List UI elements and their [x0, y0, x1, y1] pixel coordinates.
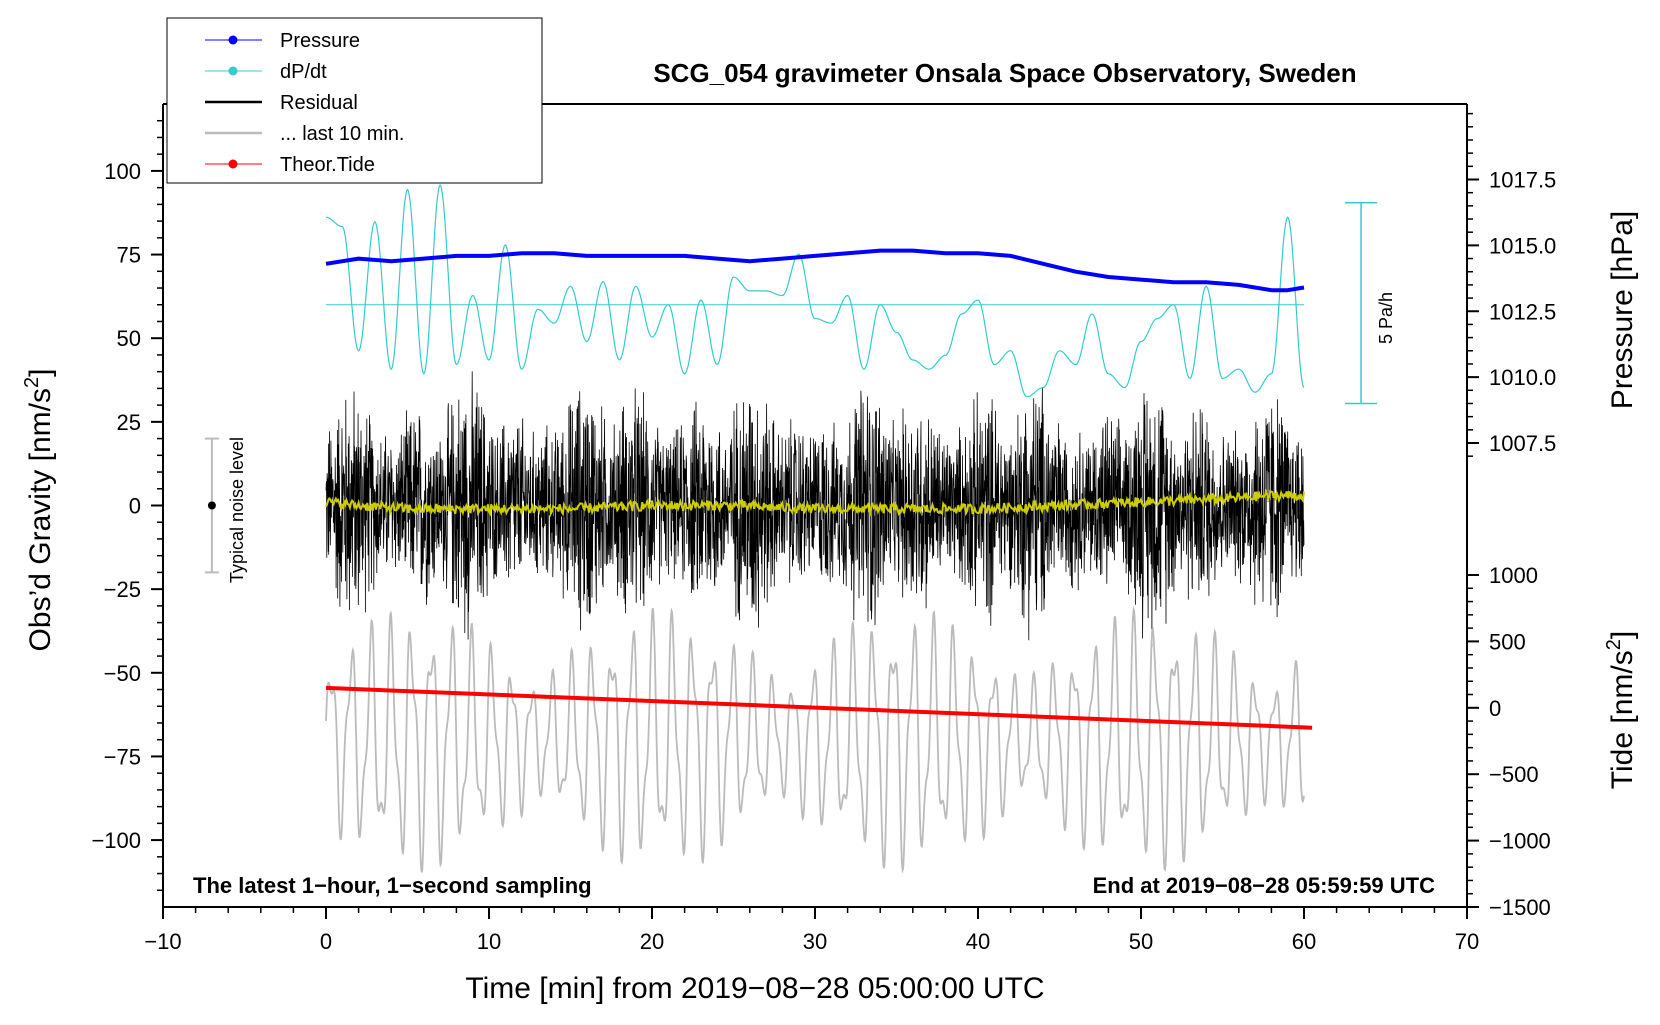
x-tick-label: 70: [1455, 929, 1479, 954]
legend-label: dP/dt: [280, 61, 327, 83]
legend-box: [166, 17, 543, 184]
y-axis-title-tide: Tide [nm/s2]: [1603, 631, 1639, 789]
y-tick-label-left: 75: [117, 243, 141, 268]
y-tick-label-tide: 1000: [1489, 563, 1538, 588]
y-axis-title-tide-sup: 2: [1603, 639, 1625, 650]
noise-bar-center-dot: [207, 501, 216, 510]
y-axis-title-left: Obs’d Gravity [nm/s2]: [21, 369, 57, 652]
y-tick-label-left: −50: [104, 661, 141, 686]
y-tick-label-left: 0: [129, 494, 141, 519]
y-tick-label-pressure: 1015.0: [1489, 233, 1556, 258]
legend-label: Residual: [280, 92, 358, 114]
plot-area: [325, 184, 1313, 874]
y-axis-title-left-sup: 2: [21, 377, 43, 388]
legend-swatch-dot: [228, 159, 238, 169]
dpdt-scale-bar: [1345, 201, 1378, 405]
tick-marks: [151, 112, 1479, 919]
scale-bar-label: 5 Pa/h: [1376, 292, 1396, 344]
y-axis-title-left-close: ]: [24, 369, 57, 377]
y-tick-label-left: 50: [117, 326, 141, 351]
legend-label: Pressure: [280, 30, 360, 52]
y-tick-label-tide: 500: [1489, 629, 1526, 654]
y-tick-label-pressure: 1007.5: [1489, 431, 1556, 456]
y-axis-title-left-text: Obs’d Gravity [nm/s: [24, 388, 57, 651]
legend-label: ... last 10 min.: [280, 123, 405, 145]
residual-smoothed-line: [325, 488, 1305, 517]
dpdt-line: [325, 184, 1305, 398]
legend-label: Theor.Tide: [280, 154, 375, 176]
x-tick-label: 0: [320, 929, 332, 954]
y-tick-label-left: −25: [104, 577, 141, 602]
x-tick-label: 20: [640, 929, 664, 954]
y-tick-labels-left: 100 75 50 25 0 −25 −50 −75 −100: [91, 159, 141, 853]
y-tick-label-left: 25: [117, 410, 141, 435]
noise-level-bar: [204, 437, 219, 574]
x-tick-labels: −10 0 10 20 30 40 50 60 70: [144, 929, 1479, 954]
tide-line: [325, 685, 1313, 730]
x-tick-label: −10: [144, 929, 181, 954]
chart-title: SCG_054 gravimeter Onsala Space Observat…: [653, 58, 1356, 88]
last-10-min-line: [325, 606, 1305, 874]
legend-swatch-dot: [228, 35, 238, 45]
y-tick-label-pressure: 1017.5: [1489, 168, 1556, 193]
y-axis-title-tide-text: Tide [nm/s: [1606, 650, 1639, 789]
x-tick-label: 10: [477, 929, 501, 954]
y-tick-label-tide: −1500: [1489, 895, 1551, 920]
annotation-bottom-right: End at 2019−08−28 05:59:59 UTC: [1093, 873, 1436, 898]
y-tick-labels-pressure: 1017.5 1015.0 1012.5 1010.0 1007.5: [1489, 168, 1556, 457]
x-axis-title: Time [min] from 2019−08−28 05:00:00 UTC: [465, 972, 1044, 1005]
annotation-bottom-left: The latest 1−hour, 1−second sampling: [193, 873, 592, 898]
y-tick-label-tide: 0: [1489, 696, 1501, 721]
legend-swatch-dot: [228, 66, 238, 76]
x-tick-label: 40: [966, 929, 990, 954]
y-tick-label-pressure: 1012.5: [1489, 299, 1556, 324]
y-tick-label-left: −100: [91, 828, 141, 853]
residual-line: [325, 371, 1305, 647]
y-tick-labels-tide: 1000 500 0 −500 −1000 −1500: [1489, 563, 1551, 920]
legend: Pressure dP/dt Residual ... last 10 min. The…: [166, 17, 543, 184]
y-tick-label-tide: −500: [1489, 762, 1539, 787]
y-axis-title-tide-close: ]: [1606, 631, 1639, 639]
y-tick-label-tide: −1000: [1489, 829, 1551, 854]
noise-level-label: Typical noise level: [227, 437, 247, 583]
y-tick-label-pressure: 1010.0: [1489, 365, 1556, 390]
y-tick-label-left: −75: [104, 744, 141, 769]
pressure-line: [325, 248, 1305, 293]
y-tick-label-left: 100: [104, 159, 141, 184]
y-axis-title-pressure: Pressure [hPa]: [1606, 211, 1639, 409]
x-tick-label: 30: [803, 929, 827, 954]
x-tick-label: 50: [1129, 929, 1153, 954]
x-tick-label: 60: [1292, 929, 1316, 954]
